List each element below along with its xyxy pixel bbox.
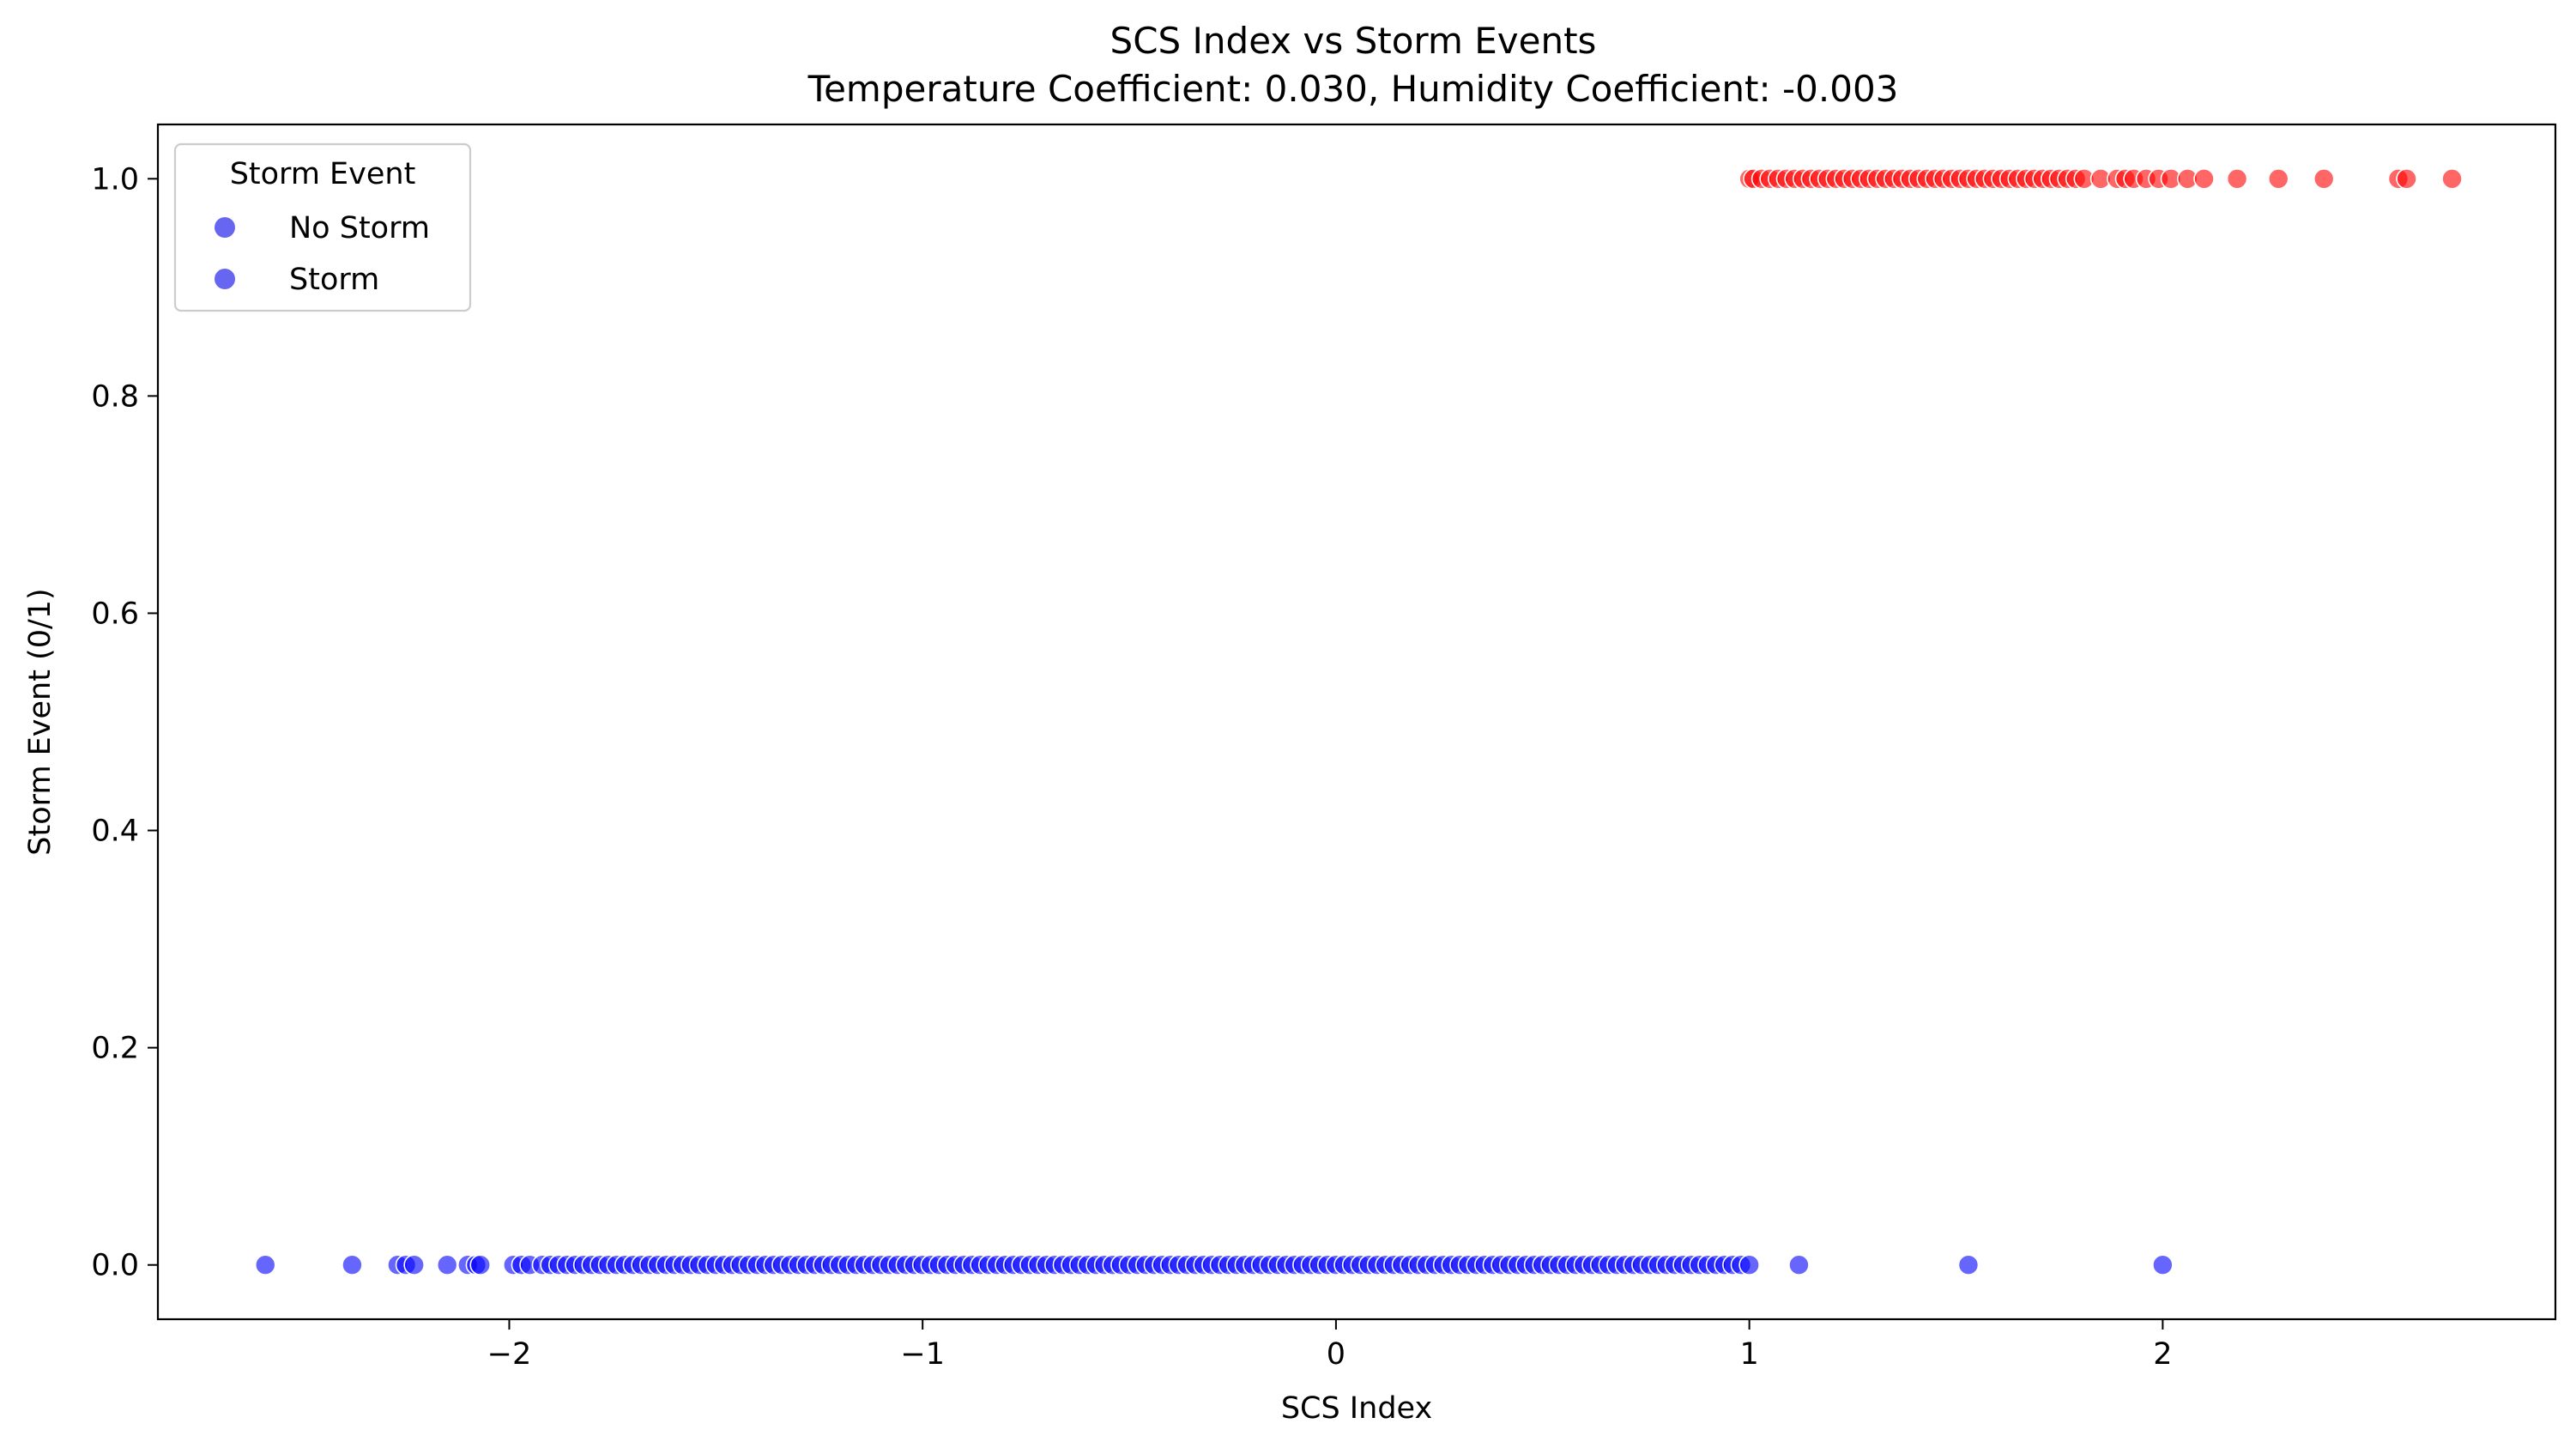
legend: Storm Event No Storm Storm	[173, 142, 472, 312]
point-no-storm	[469, 1254, 492, 1276]
point-storm	[2396, 167, 2417, 190]
y-axis-ticks: 0.0 0.2 0.4 0.6 0.8 1.0	[91, 162, 158, 1283]
point-no-storm	[436, 1254, 458, 1276]
point-storm	[2226, 167, 2248, 190]
point-no-storm	[342, 1254, 363, 1276]
point-storm	[2313, 167, 2335, 190]
point-no-storm	[1957, 1254, 1980, 1276]
point-storm	[2441, 167, 2463, 190]
data-points	[254, 167, 2463, 1276]
point-storm	[2193, 167, 2215, 190]
chart-title: SCS Index vs Storm Events	[1110, 20, 1597, 62]
y-axis-label: Storm Event (0/1)	[23, 588, 57, 855]
legend-frame	[173, 142, 472, 312]
y-tick-label: 0.4	[91, 815, 139, 849]
x-tick-label: 2	[2153, 1337, 2172, 1372]
x-axis-label: SCS Index	[1281, 1391, 1432, 1426]
y-tick-label: 0.0	[91, 1249, 139, 1283]
x-tick-label: −2	[487, 1337, 532, 1372]
point-no-storm	[254, 1254, 276, 1276]
y-tick-label: 1.0	[91, 162, 139, 197]
legend-label-no-storm: No Storm	[289, 211, 430, 245]
y-tick-label: 0.2	[91, 1032, 139, 1066]
chart-subtitle: Temperature Coefficient: 0.030, Humidity…	[807, 68, 1899, 110]
x-tick-label: 0	[1327, 1337, 1345, 1372]
point-storm	[2267, 167, 2289, 190]
x-axis-ticks: −2 −1 0 1 2	[487, 1319, 2173, 1372]
x-tick-label: 1	[1739, 1337, 1758, 1372]
y-tick-label: 0.8	[91, 379, 139, 414]
legend-title: Storm Event	[230, 157, 416, 191]
point-no-storm	[1788, 1254, 1810, 1276]
x-tick-label: −1	[900, 1337, 945, 1372]
legend-marker-storm	[215, 269, 235, 289]
point-no-storm	[1738, 1254, 1760, 1276]
point-no-storm	[403, 1254, 425, 1276]
y-tick-label: 0.6	[91, 597, 139, 631]
point-no-storm	[2152, 1254, 2174, 1276]
legend-marker-no-storm	[215, 217, 235, 238]
plot-frame	[156, 123, 2557, 1321]
legend-label-storm: Storm	[289, 263, 379, 297]
